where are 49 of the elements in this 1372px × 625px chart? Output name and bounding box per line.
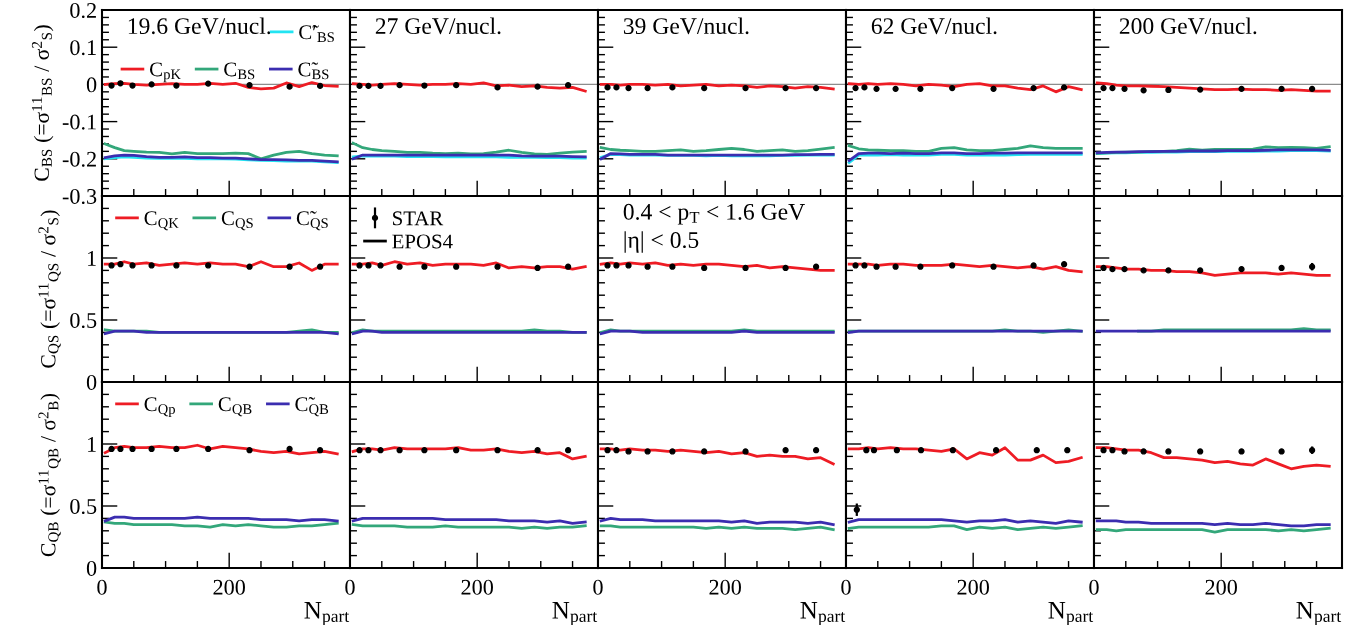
text: C$_{QS}$ (=σ$^{11}$$_{QS}$ / σ$^{2}$$_{S}$) [38, 210, 61, 368]
legend-label: C$_{pK}$ [149, 62, 181, 83]
y-tick-label: -0.1 [62, 114, 96, 130]
annotation: |η| < 0.5 [624, 231, 699, 253]
y-tick-label: 1 [87, 437, 96, 452]
legend-label: C$_{QS}$ [221, 211, 253, 231]
x-tick-label: 0 [345, 579, 355, 595]
text: C$_{QB}$ (=σ$^{11}$$_{QB}$ / σ$^{2}$$_{B}$) [38, 393, 61, 557]
y-tick-label: -0.2 [62, 151, 96, 167]
chart-title: 27 GeV/nucl. [375, 17, 501, 35]
legend-label: STAR [393, 211, 444, 226]
x-tick-label: 0 [593, 579, 603, 595]
legend-label: C$_{BS}$ [224, 62, 255, 80]
x-tick-label: 200 [709, 579, 741, 595]
x-tick-label: 0 [97, 579, 107, 595]
x-axis-title: N$_{part}$ [1048, 602, 1094, 625]
legend-label: C$_{QK}$ [144, 211, 179, 231]
x-tick-label: 0 [1089, 579, 1099, 595]
y-tick-label: 0.2 [70, 2, 96, 19]
legend-label: C̃$_{QS}$ [296, 211, 328, 231]
y-tick-label: 0.5 [70, 498, 97, 515]
y-tick-label: 0 [86, 77, 97, 93]
annotation: 0.4 < p$_{T}$ < 1.6 GeV [623, 203, 805, 225]
x-axis-title: N$_{part}$ [1296, 602, 1342, 625]
legend-label: C̃$_{BS}$ [298, 62, 329, 80]
x-axis-title: N$_{part}$ [552, 602, 598, 625]
y-tick-label: -0.3 [62, 188, 97, 205]
y-tick-label: 0 [86, 560, 97, 576]
x-axis-title: N$_{part}$ [304, 602, 350, 625]
legend-label: EPOS4 [392, 234, 453, 249]
legend-label: C$_{Qp}$ [144, 397, 175, 417]
chart-title: 39 GeV/nucl. [623, 17, 749, 35]
y-tick-label: 0.1 [70, 40, 96, 56]
x-tick-label: 200 [461, 579, 493, 595]
y-tick-label: 0 [86, 374, 97, 390]
legend-label: C̃$_{QB}$ [295, 397, 329, 417]
x-tick-label: 200 [957, 579, 989, 595]
chart-title: 19.6 GeV/nucl. [128, 17, 271, 35]
x-tick-label: 200 [1205, 579, 1237, 595]
legend-label: C$_{QB}$ [218, 397, 252, 417]
legend-label: C̃′$_{BS}$ [299, 25, 334, 43]
y-tick-label: 0.5 [70, 312, 97, 329]
chart-title: 62 GeV/nucl. [871, 17, 997, 35]
y-tick-label: 1 [87, 251, 96, 266]
chart-title: 200 GeV/nucl. [1119, 17, 1257, 35]
x-tick-label: 200 [213, 579, 245, 595]
text: C$_{BS}$ (=σ$^{11}$$_{BS}$ / σ$^{2}$$_{S}$) [31, 25, 54, 181]
x-tick-label: 0 [841, 579, 851, 595]
x-axis-title: N$_{part}$ [800, 602, 846, 625]
